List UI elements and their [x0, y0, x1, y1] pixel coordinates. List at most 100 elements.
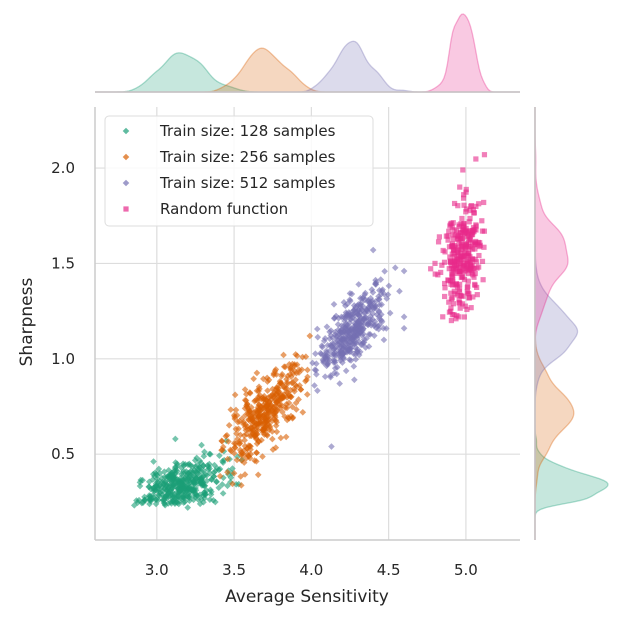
- data-point: [212, 467, 219, 475]
- data-point: [233, 456, 241, 464]
- data-point: [347, 348, 354, 355]
- data-point: [161, 473, 169, 481]
- data-point: [198, 441, 205, 449]
- data-point: [481, 152, 488, 158]
- data-point: [285, 399, 293, 407]
- data-point: [152, 496, 160, 504]
- data-point: [225, 438, 232, 445]
- legend-box: [104, 115, 374, 227]
- data-point: [272, 399, 280, 406]
- data-point: [340, 313, 347, 321]
- data-point: [155, 491, 162, 499]
- data-point: [330, 369, 338, 377]
- data-point: [373, 278, 380, 286]
- data-point: [464, 289, 470, 295]
- data-point: [234, 435, 241, 443]
- data-point: [216, 452, 223, 459]
- series-0-points: [130, 435, 246, 511]
- data-point: [352, 344, 359, 352]
- data-point: [279, 408, 286, 416]
- data-point: [354, 302, 361, 309]
- x-tick-label: 4.5: [377, 561, 401, 579]
- data-point: [377, 276, 385, 283]
- data-point: [254, 406, 262, 414]
- data-point: [218, 446, 225, 454]
- data-point: [293, 352, 301, 360]
- data-point: [242, 411, 249, 419]
- x-axis-label: Average Sensitivity: [225, 587, 389, 607]
- data-point: [461, 263, 468, 269]
- data-point: [336, 380, 343, 387]
- data-point: [466, 244, 472, 250]
- data-point: [360, 314, 368, 322]
- data-point: [446, 299, 452, 305]
- y-tick-label: 0.5: [51, 445, 75, 463]
- data-point: [465, 270, 472, 277]
- data-point: [186, 484, 193, 491]
- data-point: [224, 482, 231, 490]
- data-point: [237, 451, 245, 459]
- data-point: [165, 493, 172, 500]
- data-point: [289, 370, 297, 377]
- data-point: [448, 317, 454, 324]
- data-point: [147, 496, 154, 504]
- data-point: [255, 387, 262, 395]
- data-point: [194, 461, 201, 469]
- data-point: [460, 226, 466, 232]
- data-point: [283, 416, 291, 424]
- data-point: [330, 315, 338, 322]
- data-point: [447, 223, 453, 229]
- data-point: [242, 421, 249, 428]
- data-point: [341, 334, 349, 341]
- data-point: [467, 208, 473, 214]
- data-point: [473, 203, 479, 209]
- data-point: [457, 235, 463, 241]
- data-point: [463, 186, 469, 193]
- data-point: [215, 466, 223, 474]
- data-point: [347, 297, 354, 305]
- data-point: [304, 373, 311, 381]
- data-point: [360, 336, 368, 343]
- data-point: [245, 408, 252, 416]
- data-point: [452, 266, 458, 272]
- data-point: [473, 156, 479, 162]
- data-point: [386, 309, 394, 317]
- data-point: [250, 408, 257, 416]
- data-point: [456, 289, 462, 295]
- data-point: [454, 313, 460, 319]
- data-point: [396, 287, 403, 295]
- data-point: [456, 222, 462, 228]
- data-point: [289, 415, 296, 422]
- data-point: [463, 250, 469, 256]
- legend-label-1: Train size: 256 samples: [159, 148, 336, 166]
- data-point: [211, 461, 218, 469]
- data-point: [223, 431, 231, 439]
- data-point: [253, 440, 261, 447]
- data-point: [466, 295, 473, 301]
- data-point: [287, 386, 294, 394]
- data-point: [234, 453, 241, 461]
- data-point: [468, 203, 474, 209]
- data-point: [328, 443, 335, 450]
- data-point: [379, 286, 386, 293]
- data-point: [456, 297, 462, 303]
- data-point: [391, 264, 399, 272]
- data-point: [203, 487, 210, 494]
- data-point: [441, 293, 448, 300]
- data-point: [176, 486, 184, 494]
- data-point: [449, 274, 455, 280]
- x-tick-label: 3.0: [145, 561, 169, 579]
- data-point: [358, 298, 366, 306]
- data-point: [160, 499, 168, 507]
- data-point: [454, 292, 461, 298]
- data-point: [459, 301, 466, 307]
- data-point: [350, 350, 358, 358]
- data-point: [445, 237, 451, 243]
- data-point: [470, 207, 476, 213]
- data-point: [266, 408, 274, 415]
- legend-marker-3: [123, 206, 129, 212]
- data-point: [201, 482, 208, 490]
- data-point: [472, 241, 478, 247]
- data-point: [160, 485, 168, 493]
- data-point: [428, 266, 434, 272]
